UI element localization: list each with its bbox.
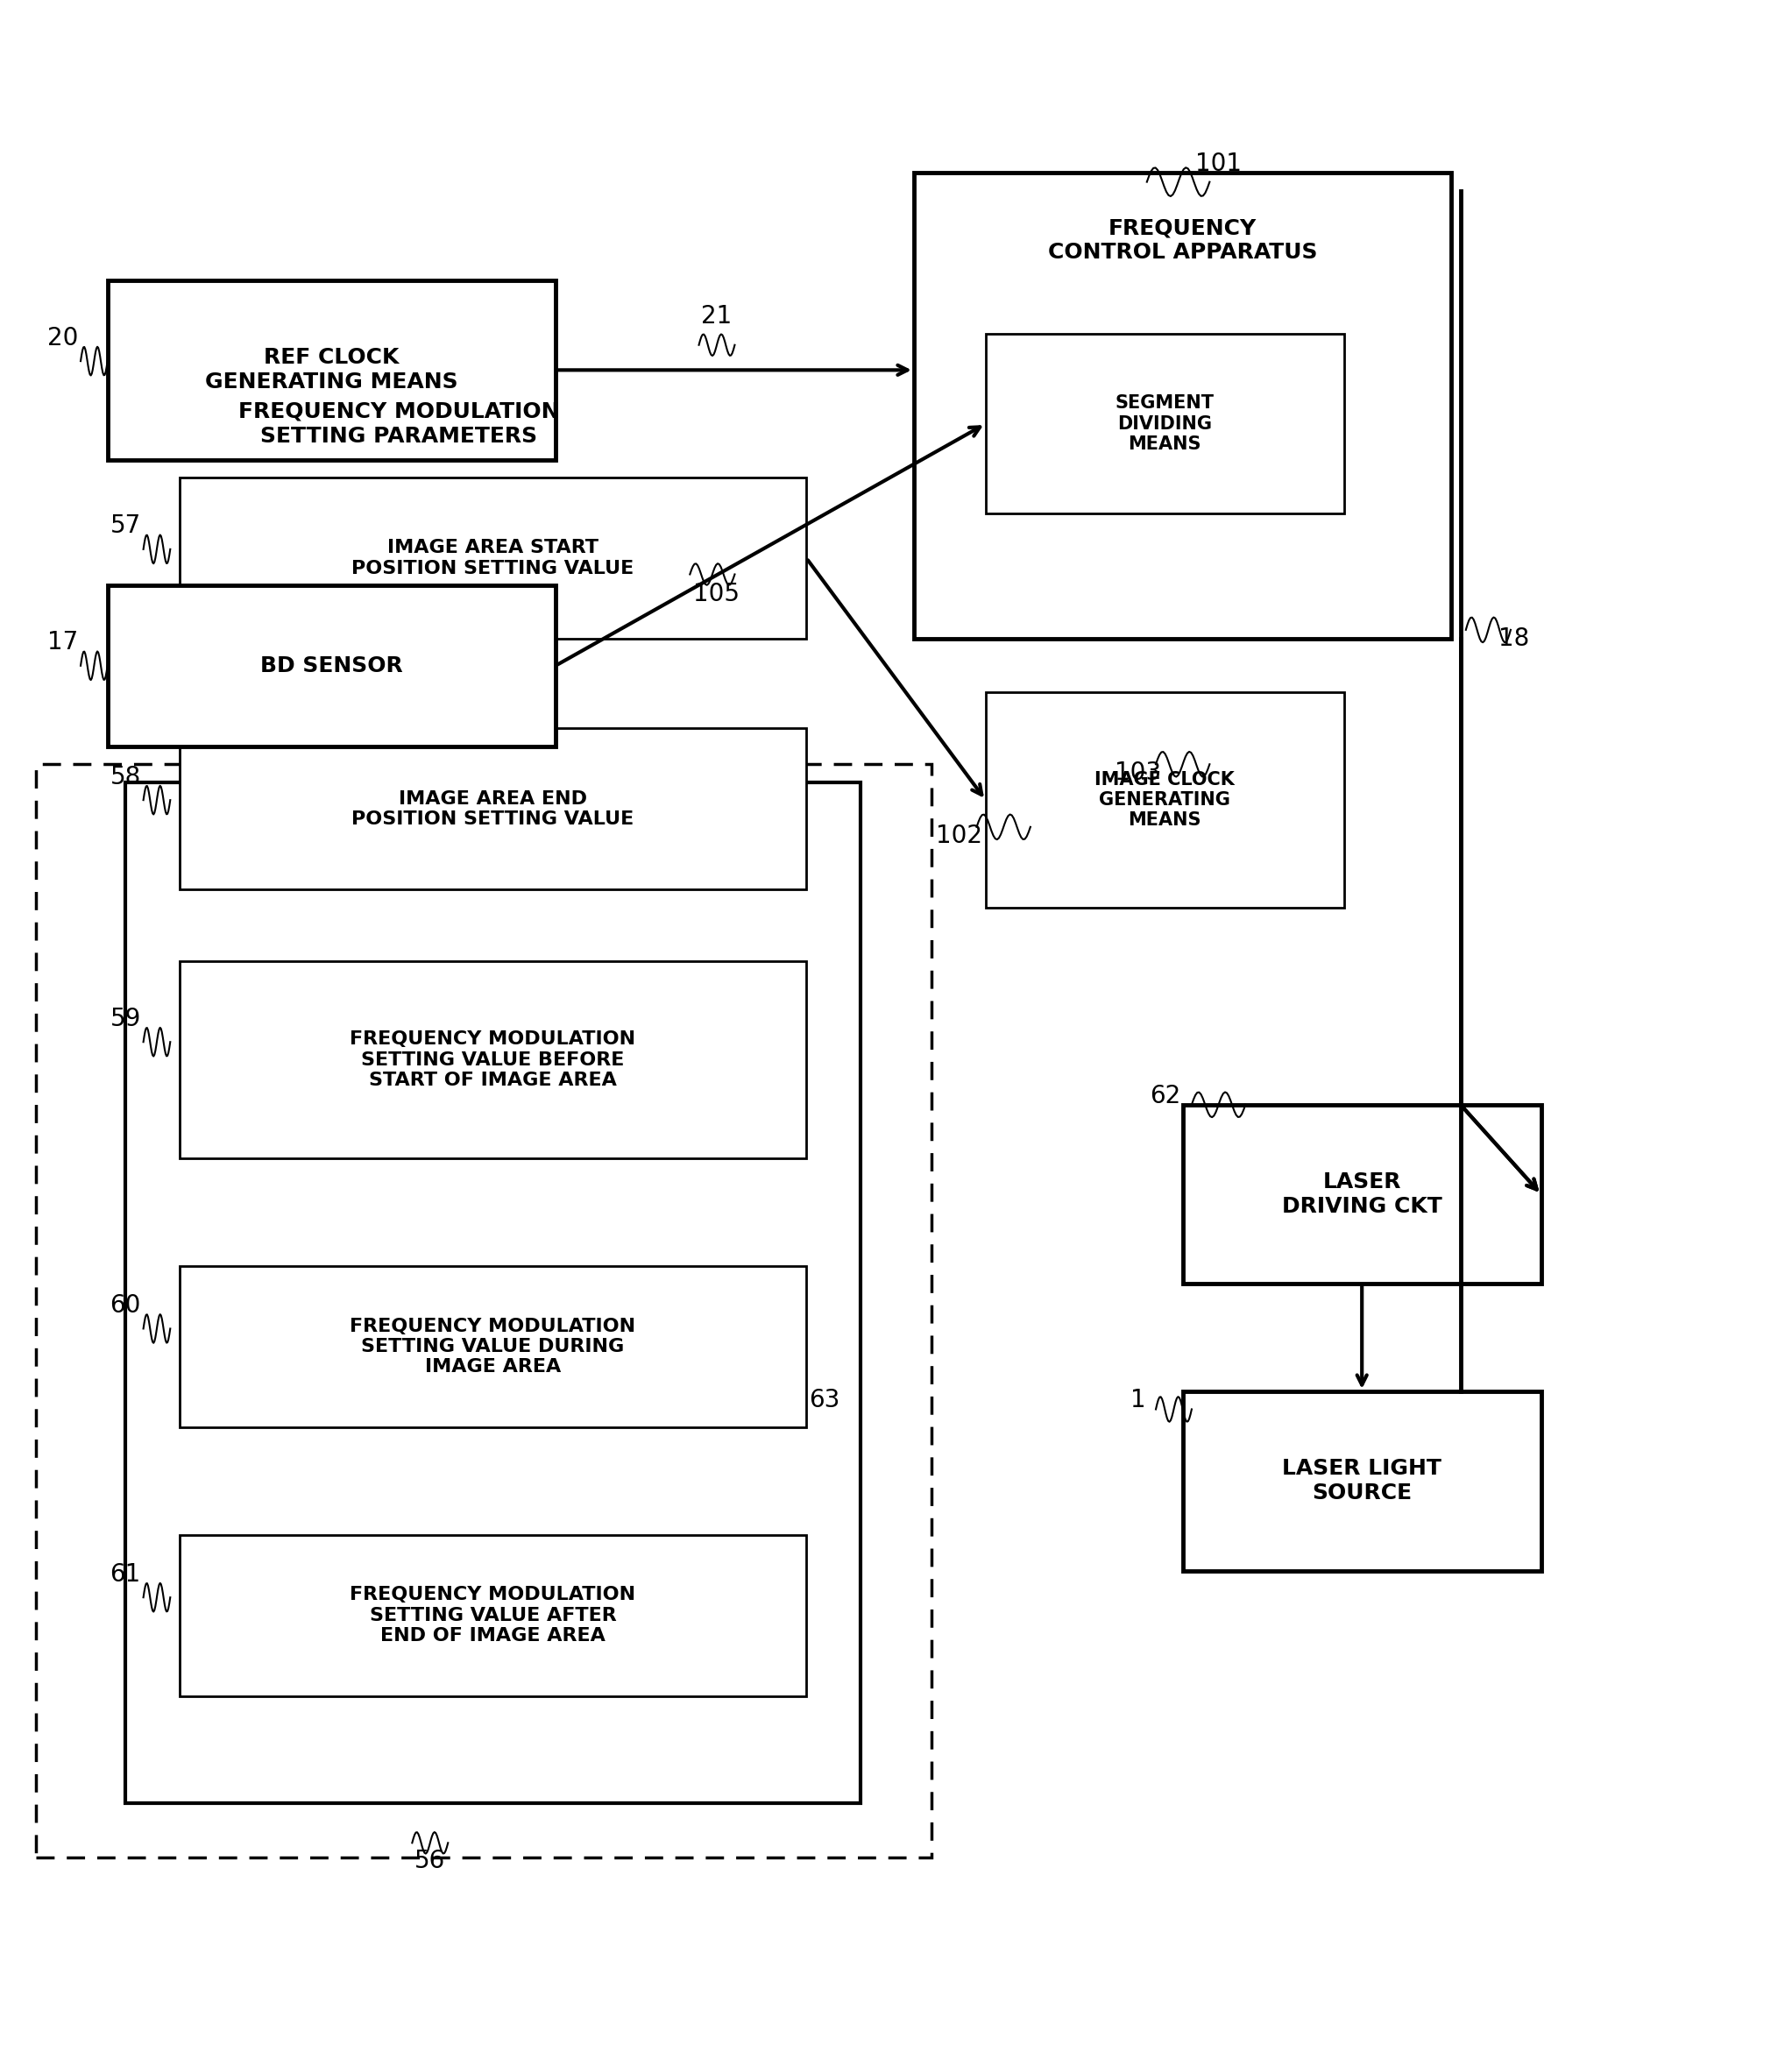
- Text: 17: 17: [47, 630, 79, 655]
- Text: FREQUENCY MODULATION
SETTING VALUE DURING
IMAGE AREA: FREQUENCY MODULATION SETTING VALUE DURIN…: [349, 1318, 636, 1376]
- Text: IMAGE AREA START
POSITION SETTING VALUE: IMAGE AREA START POSITION SETTING VALUE: [351, 539, 634, 576]
- FancyBboxPatch shape: [1183, 1105, 1541, 1283]
- FancyBboxPatch shape: [914, 174, 1452, 638]
- Text: 18: 18: [1498, 626, 1530, 651]
- FancyBboxPatch shape: [179, 729, 806, 890]
- Text: IMAGE AREA END
POSITION SETTING VALUE: IMAGE AREA END POSITION SETTING VALUE: [351, 789, 634, 828]
- FancyBboxPatch shape: [179, 961, 806, 1159]
- FancyBboxPatch shape: [986, 335, 1344, 512]
- Text: 102: 102: [935, 824, 982, 849]
- Text: BD SENSOR: BD SENSOR: [260, 655, 403, 676]
- Text: 101: 101: [1195, 151, 1242, 176]
- FancyBboxPatch shape: [125, 783, 860, 1804]
- FancyBboxPatch shape: [986, 692, 1344, 907]
- Text: 59: 59: [109, 1006, 142, 1031]
- Text: 58: 58: [109, 764, 142, 789]
- Text: SEGMENT
DIVIDING
MEANS: SEGMENT DIVIDING MEANS: [1115, 395, 1215, 452]
- FancyBboxPatch shape: [36, 764, 932, 1857]
- Text: 21: 21: [701, 304, 733, 328]
- Text: IMAGE CLOCK
GENERATING
MEANS: IMAGE CLOCK GENERATING MEANS: [1095, 771, 1235, 828]
- Text: 57: 57: [109, 514, 142, 539]
- Text: FREQUENCY MODULATION
SETTING VALUE BEFORE
START OF IMAGE AREA: FREQUENCY MODULATION SETTING VALUE BEFOR…: [349, 1031, 636, 1089]
- Text: 20: 20: [47, 326, 79, 349]
- Text: 63: 63: [808, 1388, 840, 1413]
- FancyBboxPatch shape: [179, 1535, 806, 1696]
- Text: FREQUENCY MODULATION
SETTING VALUE AFTER
END OF IMAGE AREA: FREQUENCY MODULATION SETTING VALUE AFTER…: [349, 1587, 636, 1645]
- Text: 105: 105: [694, 583, 740, 605]
- Text: LASER LIGHT
SOURCE: LASER LIGHT SOURCE: [1283, 1459, 1441, 1504]
- Text: 60: 60: [109, 1293, 142, 1318]
- Text: 1: 1: [1131, 1388, 1145, 1413]
- FancyBboxPatch shape: [108, 281, 556, 459]
- FancyBboxPatch shape: [179, 477, 806, 638]
- Text: FREQUENCY MODULATION
SETTING PARAMETERS: FREQUENCY MODULATION SETTING PARAMETERS: [238, 401, 559, 446]
- FancyBboxPatch shape: [108, 585, 556, 746]
- Text: 62: 62: [1149, 1083, 1181, 1107]
- FancyBboxPatch shape: [1183, 1390, 1541, 1570]
- Text: 56: 56: [414, 1849, 446, 1874]
- Text: 103: 103: [1115, 760, 1161, 785]
- Text: REF CLOCK
GENERATING MEANS: REF CLOCK GENERATING MEANS: [204, 347, 459, 393]
- FancyBboxPatch shape: [179, 1266, 806, 1428]
- Text: FREQUENCY
CONTROL APPARATUS: FREQUENCY CONTROL APPARATUS: [1048, 217, 1317, 262]
- Text: LASER
DRIVING CKT: LASER DRIVING CKT: [1281, 1171, 1443, 1217]
- Text: 61: 61: [109, 1562, 142, 1587]
